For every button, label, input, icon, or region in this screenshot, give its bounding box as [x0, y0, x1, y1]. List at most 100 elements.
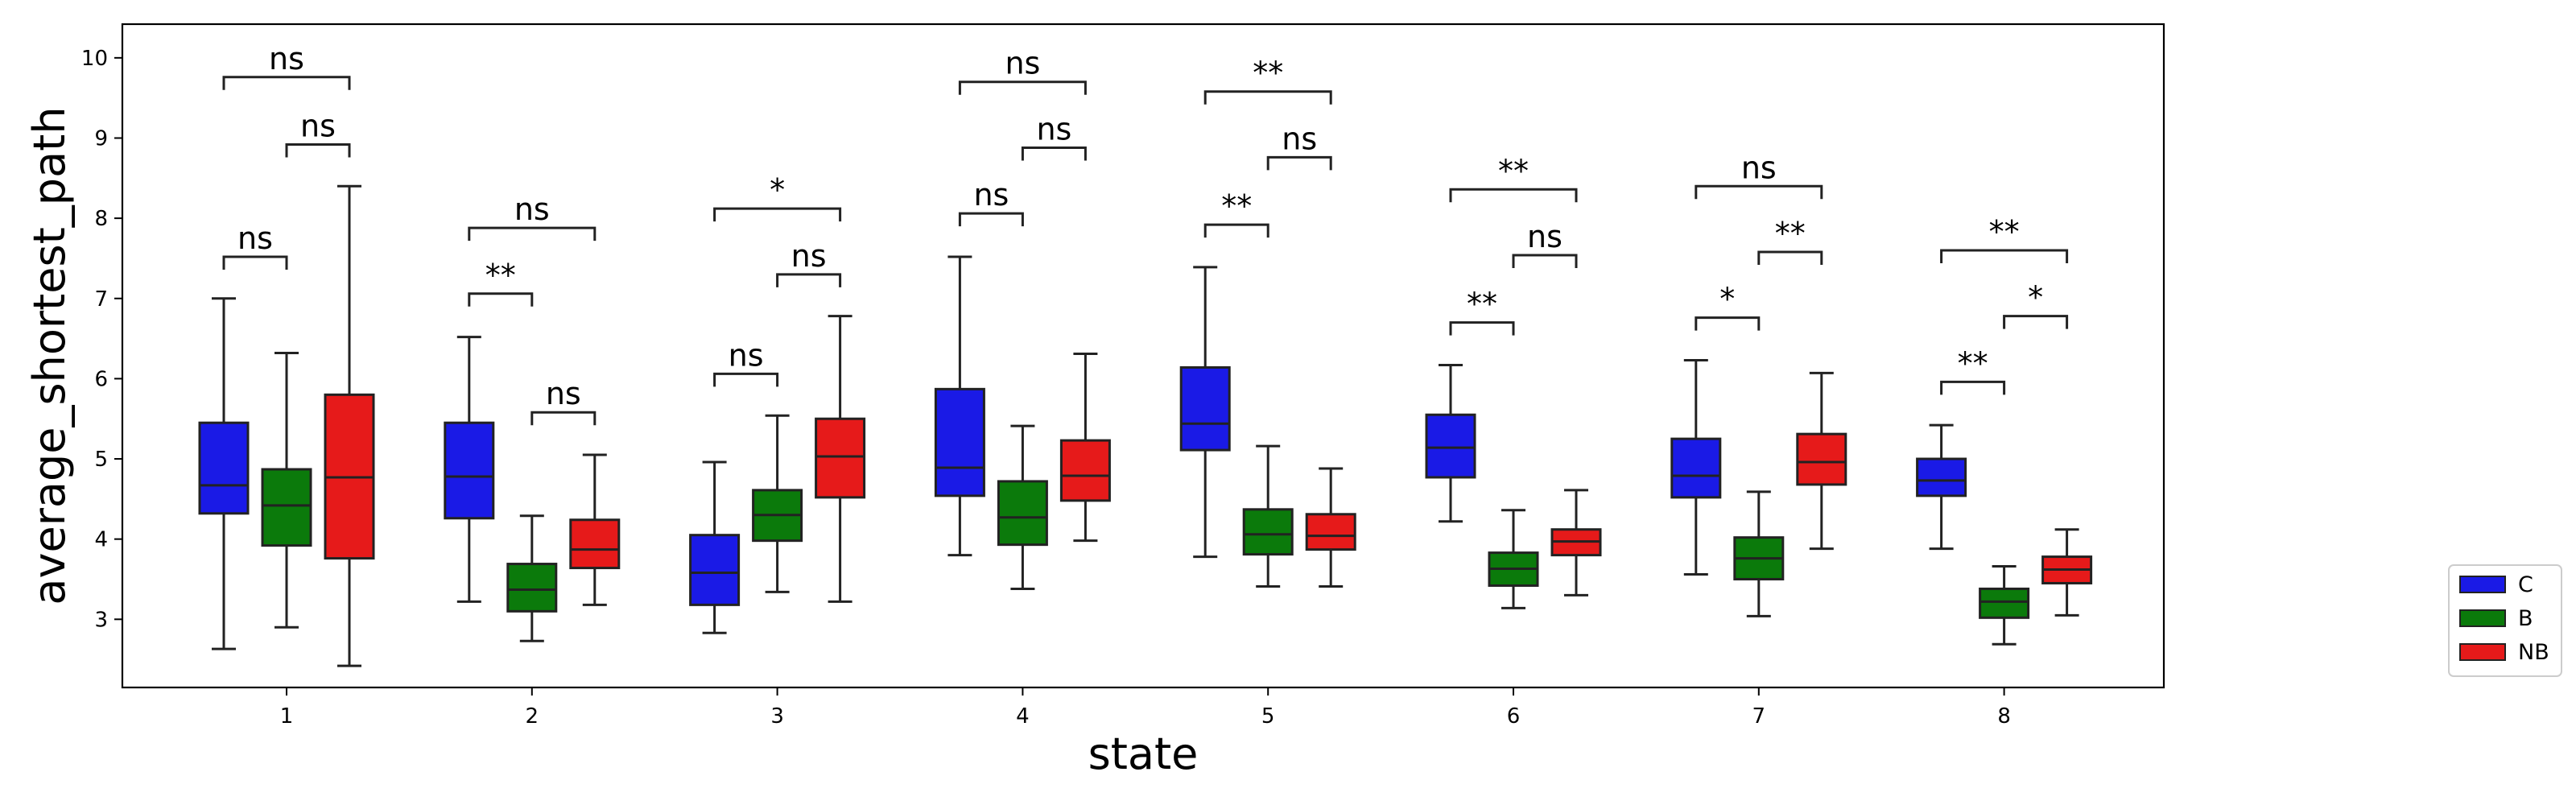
box-iqr [1916, 457, 1967, 497]
significance-bracket: ns [776, 238, 842, 287]
significance-label: ns [1036, 111, 1071, 147]
box-NB-state-4 [1059, 353, 1111, 543]
bracket-line [1021, 146, 1087, 161]
significance-label: ** [1989, 214, 2020, 250]
significance-label: * [770, 172, 785, 208]
box-C-state-1 [198, 297, 250, 650]
legend: CB NB [2448, 564, 2562, 677]
box-C-state-3 [689, 460, 741, 634]
significance-label: ns [1282, 121, 1317, 156]
x-axis: 1 2 3 4 5 6 7 8 [280, 687, 2011, 729]
bracket-line [1940, 249, 2069, 263]
significance-bracket: ** [1940, 214, 2069, 263]
significance-label: ns [269, 41, 304, 76]
box-C-state-8 [1916, 423, 1967, 551]
x-tick-label: 5 [1261, 704, 1275, 729]
box-B-state-3 [752, 414, 803, 593]
significance-bracket: ns [222, 41, 351, 90]
box-C-state-6 [1425, 363, 1476, 523]
significance-bracket: ** [1449, 287, 1515, 336]
box-iqr [506, 563, 558, 613]
significance-label: ns [973, 177, 1009, 213]
significance-bracket: ns [958, 177, 1024, 227]
y-tick-label: 5 [94, 448, 108, 472]
significance-label: * [1719, 282, 1735, 317]
significance-label: ns [1005, 46, 1040, 81]
significance-label: ** [1467, 287, 1497, 322]
significance-label: * [2028, 280, 2043, 316]
legend-label: C [2518, 572, 2533, 597]
box-iqr [1242, 508, 1294, 556]
bracket-line [468, 226, 597, 242]
significance-label: ** [1958, 345, 1988, 381]
significance-label: ns [1741, 150, 1777, 185]
significance-label: ** [1253, 56, 1283, 91]
bracket-line [1695, 316, 1761, 331]
significance-label: ** [1775, 216, 1806, 251]
bracket-line [713, 372, 779, 387]
plot-frame [121, 23, 2165, 689]
significance-bracket: ns [530, 376, 597, 426]
box-NB-state-7 [1796, 371, 1847, 551]
bracket-line [713, 207, 842, 222]
x-tick-label: 1 [280, 704, 294, 729]
x-tick-label: 6 [1507, 704, 1521, 729]
box-B-state-2 [506, 514, 558, 642]
x-tick-label: 8 [1997, 704, 2011, 729]
box-iqr [1179, 365, 1231, 452]
bracket-line [222, 76, 351, 90]
legend-item-B: B [2459, 606, 2533, 631]
significance-bracket: * [713, 172, 842, 222]
significance-bracket: ** [1757, 216, 1823, 265]
significance-label: ns [1527, 219, 1563, 254]
box-iqr [1670, 437, 1722, 499]
significance-bracket: ** [468, 258, 534, 307]
y-tick-label: 7 [94, 287, 108, 312]
bracket-line [958, 80, 1087, 95]
y-axis: 3 4 5 6 7 8 9 10 [81, 47, 122, 632]
box-B-state-7 [1733, 490, 1785, 617]
legend-label: B [2518, 606, 2533, 631]
significance-bracket: ** [1203, 188, 1269, 238]
box-B-state-8 [1979, 565, 2030, 646]
significance-bracket: ns [1695, 150, 1823, 200]
x-axis-title: state [1088, 729, 1199, 779]
significance-label: ns [546, 376, 581, 411]
bracket-line [1512, 254, 1578, 268]
legend-item-C: C [2459, 572, 2533, 597]
box-iqr [569, 518, 621, 570]
x-tick-label: 7 [1752, 704, 1766, 729]
box-B-state-5 [1242, 444, 1294, 588]
legend-swatch [2459, 609, 2506, 627]
box-iqr [934, 387, 985, 497]
significance-bracket: * [2003, 280, 2069, 329]
box-iqr [1305, 513, 1356, 551]
y-tick-label: 9 [94, 126, 108, 151]
significance-bracket: ** [1203, 56, 1332, 105]
x-tick-label: 2 [526, 704, 539, 729]
box-iqr [198, 421, 250, 515]
significance-bracket: ns [222, 221, 288, 270]
box-C-state-4 [934, 255, 985, 557]
box-iqr [1796, 432, 1847, 486]
box-NB-state-8 [2041, 528, 2093, 617]
significance-bracket: ns [1512, 219, 1578, 268]
y-tick-label: 4 [94, 528, 108, 552]
bracket-line [468, 292, 534, 307]
box-B-state-6 [1488, 509, 1539, 609]
box-iqr [261, 468, 312, 547]
box-iqr [444, 421, 495, 520]
significance-bracket: ns [468, 192, 597, 242]
box-iqr [997, 480, 1048, 547]
box-series [198, 184, 2093, 667]
significance-bracket: ns [285, 108, 351, 158]
box-iqr [815, 417, 866, 499]
significance-bracket: ns [958, 46, 1087, 95]
box-iqr [1059, 439, 1111, 502]
x-tick-label: 3 [770, 704, 784, 729]
bracket-line [1449, 188, 1578, 203]
significance-bracket: ** [1449, 153, 1578, 203]
bracket-line [2003, 315, 2069, 329]
